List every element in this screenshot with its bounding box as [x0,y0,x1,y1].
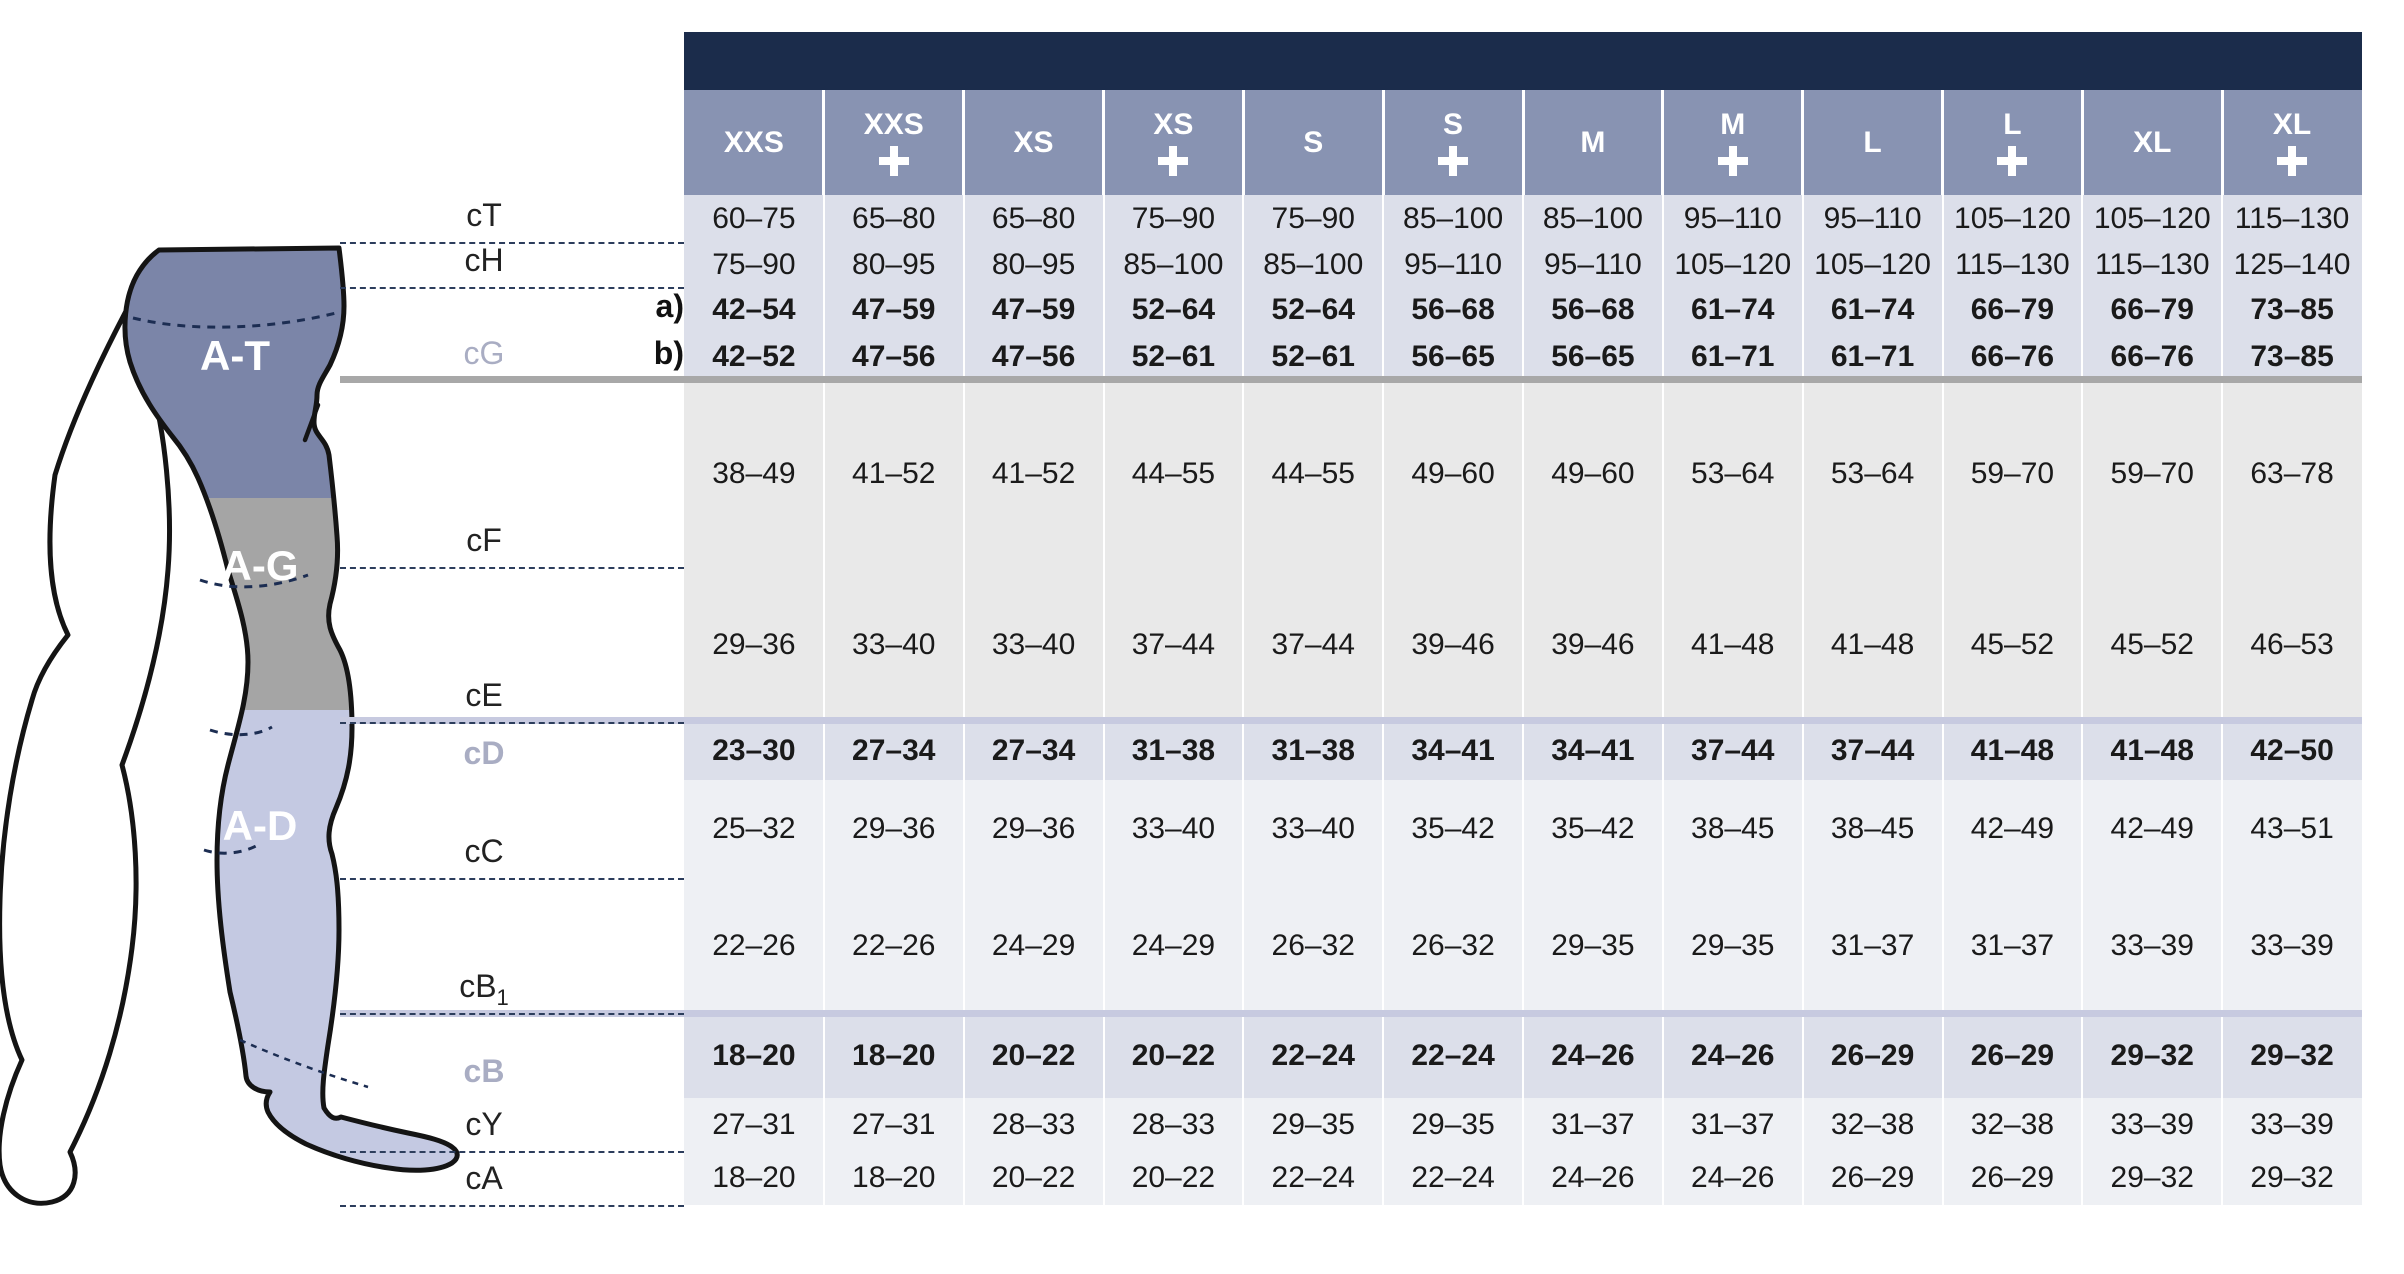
svg-text:A-D: A-D [223,802,298,849]
svg-text:A-T: A-T [200,332,270,379]
svg-text:A-G: A-G [222,542,299,589]
